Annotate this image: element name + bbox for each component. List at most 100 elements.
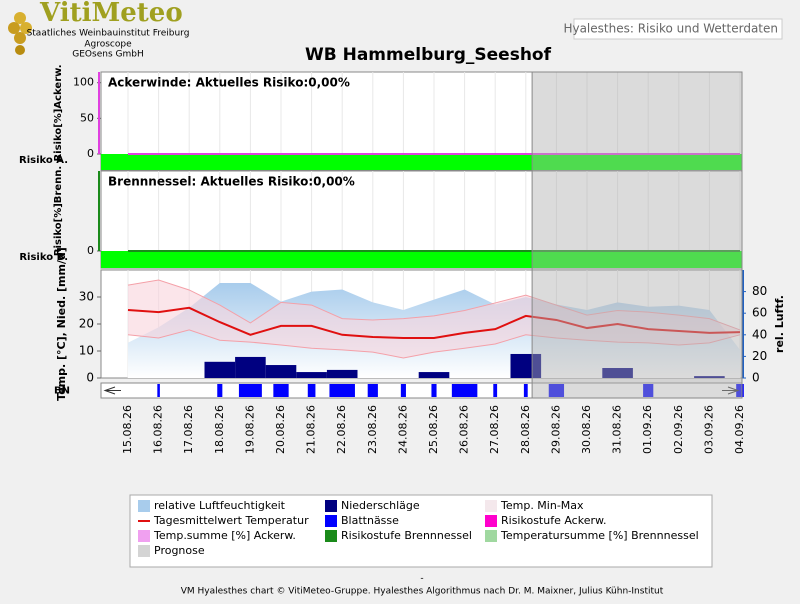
x-tick-label: 02.09.26 <box>672 405 685 454</box>
temp-max-line <box>127 279 741 331</box>
x-tick-label: 17.08.26 <box>182 405 195 454</box>
y-tick-label: 10 <box>79 344 94 358</box>
x-tick-label: 26.08.26 <box>458 405 471 454</box>
y-tick-label: 0 <box>86 371 94 385</box>
logo-grape <box>14 32 26 44</box>
x-tick-label: 20.08.26 <box>274 405 287 454</box>
legend-swatch <box>325 500 337 512</box>
annotation: Ackerwinde: Aktuelles Risiko:0,00% <box>108 76 350 90</box>
y-axis-label: Temp. [°C], Nied. [mm/d] <box>55 247 68 401</box>
leaf-wetness <box>431 384 437 397</box>
precip-bar <box>326 369 358 378</box>
precip-bar <box>296 372 327 378</box>
x-tick-label: 16.08.26 <box>152 405 165 454</box>
legend-label: relative Luftfeuchtigkeit <box>154 499 286 512</box>
x-tick-label: 21.08.26 <box>305 405 318 454</box>
logo-grape <box>14 12 26 24</box>
y2-tick-label: 40 <box>752 327 767 341</box>
leaf-wetness <box>238 384 262 397</box>
x-tick-label: 19.08.26 <box>243 405 256 454</box>
header-line: GEOsens GmbH <box>72 50 143 60</box>
chart-title: WB Hammelburg_Seeshof <box>305 45 552 65</box>
leaf-wetness <box>217 384 223 397</box>
tab[interactable] <box>573 18 783 40</box>
leaf-wetness <box>367 384 378 397</box>
y-tick-label: 0 <box>87 147 94 160</box>
legend-swatch <box>138 545 150 557</box>
legend-box <box>129 494 713 568</box>
y-tick-label: 30 <box>79 290 94 304</box>
legend-label: Tagesmittelwert Temperatur <box>153 514 309 527</box>
legend-swatch <box>485 515 497 527</box>
precip-bar <box>694 376 725 378</box>
legend-swatch <box>325 530 337 542</box>
legend-label: Niederschläge <box>341 499 420 512</box>
x-tick-label: 24.08.26 <box>396 405 409 454</box>
temp-min-line <box>127 329 741 359</box>
y-tick-label: 50 <box>80 111 94 124</box>
x-tick-label: 15.08.26 <box>121 405 134 454</box>
risk-strip-label: Risiko A. <box>19 155 68 166</box>
risk-strip <box>101 154 742 170</box>
leaf-wetness <box>157 384 160 397</box>
x-tick-label: 25.08.26 <box>427 405 440 454</box>
leaf-wetness <box>307 384 316 397</box>
legend-swatch <box>485 500 497 512</box>
precip-bar <box>265 365 297 378</box>
legend-label: Temp.summe [%] Ackerw. <box>153 529 296 542</box>
temp-band <box>128 279 740 359</box>
logo-grape <box>20 22 32 34</box>
legend-swatch <box>325 515 337 527</box>
x-tick-label: 28.08.26 <box>519 405 532 454</box>
x-tick-label: 31.08.26 <box>611 405 624 454</box>
x-tick-label: 27.08.26 <box>488 405 501 454</box>
leaf-wetness <box>451 384 478 397</box>
legend-label: Risikostufe Brennnessel <box>341 529 472 542</box>
temp-mean-line <box>127 306 741 340</box>
arrow <box>103 386 121 395</box>
y2-tick-label: 0 <box>752 371 760 385</box>
annotation: Brennnessel: Aktuelles Risiko:0,00% <box>108 175 355 189</box>
x-tick-label: 22.08.26 <box>335 405 348 454</box>
leaf-wetness <box>329 384 355 397</box>
y-axis-label: Risiko[%]Brenn. <box>53 166 64 256</box>
leaf-wetness <box>523 384 528 397</box>
x-tick-label: 04.09.26 <box>733 405 746 454</box>
legend-swatch <box>138 530 150 542</box>
leaf-wetness <box>400 384 406 397</box>
legend-label: Temp. Min-Max <box>500 499 584 512</box>
y-tick-label: 100 <box>73 76 94 89</box>
legend-label: Prognose <box>154 544 205 557</box>
precip-bar <box>510 353 542 378</box>
tab-label[interactable]: Hyalesthes: Risiko und Wetterdaten <box>563 22 778 36</box>
y2-axis-label: rel. Luftf. <box>773 295 786 353</box>
legend-swatch <box>138 500 150 512</box>
x-tick-label: 01.09.26 <box>641 405 654 454</box>
leaf-wetness <box>548 384 565 397</box>
leaf-wetness <box>273 384 289 397</box>
y-axis-label: Risiko[%]Ackerw. <box>53 64 64 161</box>
logo-grape <box>8 22 20 34</box>
precip-bar <box>235 356 266 378</box>
precip-bar <box>418 372 450 378</box>
precip-bar <box>602 368 633 378</box>
forecast-overlay <box>531 71 743 399</box>
legend-label: Blattnässe <box>341 514 399 527</box>
x-tick-label: 03.09.26 <box>702 405 715 454</box>
legend-label: Risikostufe Ackerw. <box>501 514 606 527</box>
legend-label: Temperatursumme [%] Brennnessel <box>500 529 699 542</box>
risk-strip-label: Risiko B. <box>19 252 68 263</box>
arrow <box>722 386 740 395</box>
precip-bar <box>204 361 236 378</box>
y-tick-label: 20 <box>79 317 94 331</box>
x-tick-label: 23.08.26 <box>366 405 379 454</box>
logo: VitiMeteo <box>39 0 183 28</box>
header-line: Staatliches Weinbauinstitut Freiburg <box>27 29 190 39</box>
y-tick-label: 0 <box>87 244 94 257</box>
header-line: Agroscope <box>84 40 132 50</box>
x-tick-label: 29.08.26 <box>549 405 562 454</box>
y2-tick-label: 20 <box>752 349 767 363</box>
risk-strip <box>101 251 742 268</box>
